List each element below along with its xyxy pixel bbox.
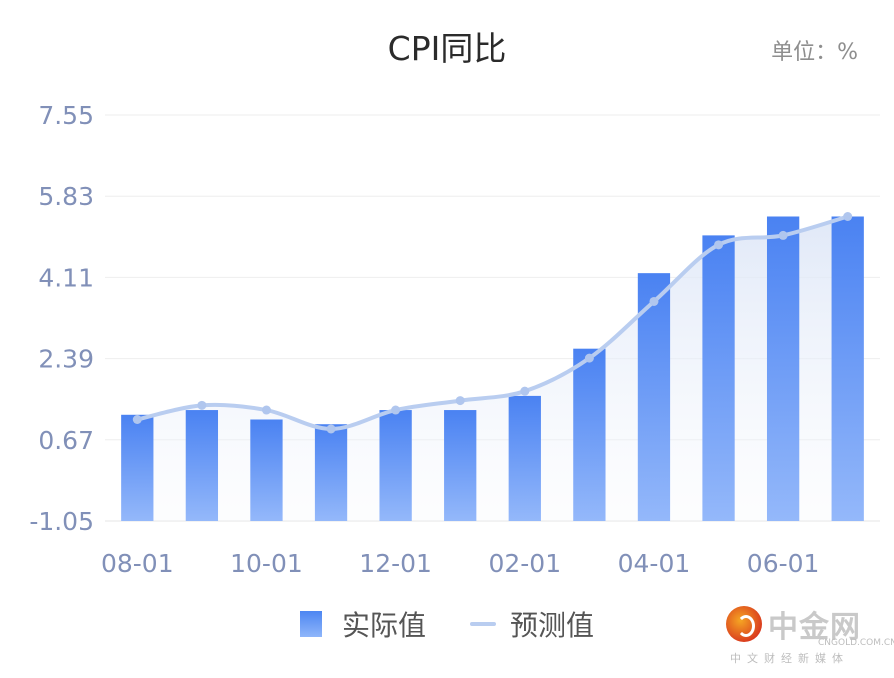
watermark-tagline: 中文财经新媒体 [730, 652, 849, 665]
bar-actual-04-01[interactable] [637, 273, 671, 521]
chart-title: CPI同比 [387, 29, 507, 68]
legend: 实际值 预测值 [0, 604, 894, 644]
forecast-point-05-01[interactable] [714, 240, 724, 250]
forecast-line [132, 212, 853, 434]
forecast-point-03-01[interactable] [584, 353, 594, 363]
y-tick-label: 0.67 [38, 426, 94, 455]
x-axis-ticks: 08-01 10-01 12-01 02-01 04-01 06-01 [101, 549, 819, 578]
bar-actual-05-01[interactable] [702, 235, 735, 521]
forecast-point-06-01[interactable] [778, 230, 788, 240]
bar-swatch-icon [299, 611, 322, 637]
x-tick-label: 04-01 [618, 549, 691, 578]
forecast-area-fill [137, 216, 848, 521]
bar-actual-02-01[interactable] [508, 395, 541, 521]
actual-bars [121, 216, 864, 522]
forecast-point-02-01[interactable] [520, 386, 530, 396]
forecast-point-04-01[interactable] [649, 296, 659, 306]
y-tick-label: 5.83 [38, 182, 94, 211]
bar-actual-12-01[interactable] [379, 410, 412, 521]
y-tick-label: 2.39 [38, 345, 94, 374]
unit-label: 单位：% [771, 40, 858, 65]
bar-actual-01-01[interactable] [444, 410, 477, 521]
forecast-point-12-01[interactable] [391, 405, 401, 415]
watermark: 中金网 CNGOLD.COM.CN 中文财经新媒体 [726, 602, 894, 665]
line-swatch-icon [470, 622, 496, 626]
legend-item-actual[interactable]: 实际值 [299, 604, 426, 644]
watermark-name: 中金网 [768, 610, 861, 645]
forecast-point-11-01[interactable] [326, 424, 336, 434]
legend-label-actual: 实际值 [341, 609, 426, 642]
forecast-area [137, 216, 848, 521]
forecast-point-10-01[interactable] [261, 405, 271, 415]
forecast-point-09-01[interactable] [197, 400, 207, 410]
bar-actual-03-01[interactable] [573, 348, 606, 521]
bar-actual-08-01[interactable] [121, 414, 154, 521]
bar-actual-07-01[interactable] [831, 216, 864, 522]
bar-actual-11-01[interactable] [314, 424, 348, 521]
x-tick-label: 06-01 [747, 549, 820, 578]
bar-actual-09-01[interactable] [185, 410, 219, 521]
x-tick-label: 12-01 [359, 549, 432, 578]
y-tick-label: 7.55 [38, 101, 94, 130]
x-tick-label: 10-01 [230, 549, 303, 578]
bar-actual-06-01[interactable] [766, 216, 800, 522]
watermark-domain: CNGOLD.COM.CN [818, 638, 894, 648]
bar-actual-10-01[interactable] [250, 419, 283, 522]
forecast-point-07-01[interactable] [843, 212, 853, 221]
y-axis-ticks: 7.55 5.83 4.11 2.39 0.67 -1.05 [29, 101, 94, 536]
forecast-point-08-01[interactable] [132, 415, 142, 424]
cngold-logo-icon [726, 606, 762, 642]
forecast-point-01-01[interactable] [455, 396, 465, 406]
x-tick-label: 02-01 [488, 549, 561, 578]
legend-item-forecast[interactable]: 预测值 [470, 604, 594, 644]
cpi-chart: 7.55 5.83 4.11 2.39 0.67 -1.05 08-01 10-01 12-0… [29, 101, 880, 578]
y-tick-label: 4.11 [38, 263, 94, 292]
legend-label-forecast: 预测值 [510, 609, 595, 642]
y-tick-label: -1.05 [29, 507, 94, 536]
x-tick-label: 08-01 [101, 549, 174, 578]
